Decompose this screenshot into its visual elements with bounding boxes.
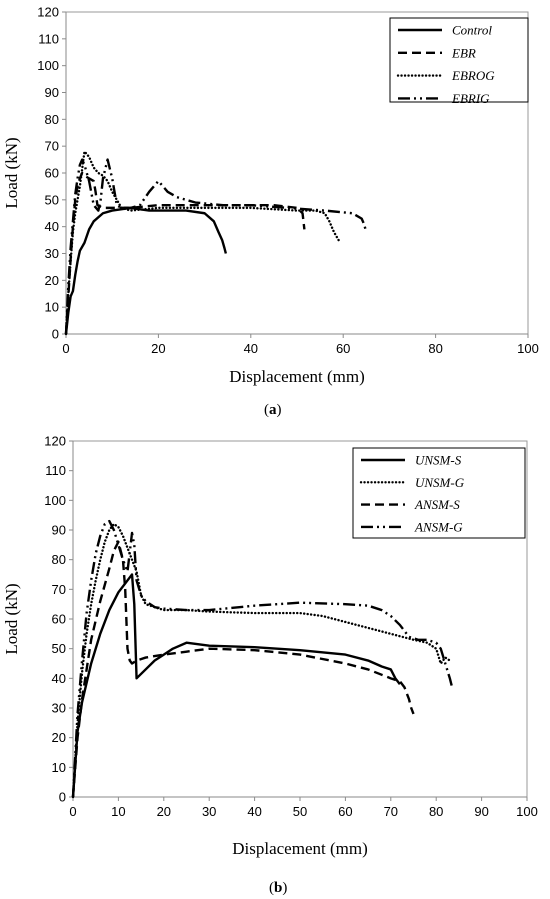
- x-tick-label: 10: [111, 804, 125, 819]
- panel-caption: (a): [264, 402, 282, 418]
- y-tick-label: 10: [52, 760, 66, 775]
- y-tick-label: 60: [52, 612, 66, 627]
- caption-letter: a: [269, 402, 277, 418]
- series-line-ebr: [64, 171, 306, 335]
- x-tick-label: 0: [69, 804, 76, 819]
- y-tick-label: 100: [44, 493, 66, 508]
- y-tick-label: 50: [45, 192, 59, 207]
- legend-label-unsm-g: UNSM-G: [415, 475, 465, 490]
- legend-label-ebrig: EBRIG: [451, 91, 490, 106]
- legend-label-ansm-s: ANSM-S: [414, 497, 460, 512]
- y-tick-label: 90: [52, 523, 66, 538]
- panel-caption: (b): [269, 880, 287, 896]
- y-tick-label: 40: [52, 671, 66, 686]
- series-line-ansm-s: [71, 540, 415, 798]
- y-tick-label: 120: [44, 434, 66, 449]
- x-tick-label: 30: [202, 804, 216, 819]
- x-tick-label: 20: [151, 341, 165, 356]
- x-tick-label: 60: [338, 804, 352, 819]
- x-tick-label: 50: [293, 804, 307, 819]
- chart-panel-b: 0 10 20 30 40 50 60 70 80 90 100 110 120 0 10 20 30 40 50 6…: [2, 434, 538, 897]
- y-tick-label: 50: [52, 641, 66, 656]
- legend-label-ebrog: EBROG: [451, 68, 495, 83]
- caption-open-paren: (: [269, 880, 274, 896]
- y-tick-label: 0: [59, 790, 66, 805]
- legend-box: [389, 17, 529, 103]
- x-tick-label: 40: [244, 341, 258, 356]
- series-line-unsm-g: [71, 522, 452, 799]
- legend-label-ansm-g: ANSM-G: [414, 519, 463, 534]
- legend: Control EBR EBROG EBRIG: [389, 17, 529, 106]
- x-tick-label: 100: [517, 341, 539, 356]
- y-tick-label: 60: [45, 166, 59, 181]
- x-tick-label: 0: [62, 341, 69, 356]
- y-tick-label: 110: [38, 31, 59, 46]
- y-tick-label: 110: [45, 463, 66, 478]
- x-axis-title: Displacement (mm): [229, 367, 365, 386]
- x-axis-title: Displacement (mm): [232, 839, 368, 858]
- y-tick-label: 10: [45, 300, 59, 315]
- series-line-ebrog: [64, 150, 340, 336]
- x-tick-label: 80: [428, 341, 442, 356]
- legend: UNSM-S UNSM-G ANSM-S ANSM-G: [352, 447, 526, 539]
- x-tick-label: 70: [384, 804, 398, 819]
- chart-panel-a: 0 10 20 30 40 50 60 70 80 90 100 110 120 0 20 40 60 80 100…: [2, 5, 539, 419]
- y-tick-label: 0: [52, 327, 59, 342]
- y-tick-label: 120: [37, 5, 59, 20]
- legend-label-unsm-s: UNSM-S: [415, 453, 462, 468]
- y-tick-label: 40: [45, 219, 59, 234]
- caption-letter: b: [274, 880, 282, 896]
- caption-close-paren: ): [277, 402, 282, 418]
- x-tick-label: 80: [429, 804, 443, 819]
- series-line-ansm-g: [71, 519, 454, 798]
- y-tick-label: 80: [45, 112, 59, 127]
- legend-label-ebr: EBR: [451, 45, 476, 60]
- x-tick-label: 100: [516, 804, 538, 819]
- caption-open-paren: (: [264, 402, 269, 418]
- x-tick-label: 20: [157, 804, 171, 819]
- x-tick-label: 90: [474, 804, 488, 819]
- x-tick-label: 60: [336, 341, 350, 356]
- x-tick-label: 40: [247, 804, 261, 819]
- y-tick-label: 30: [45, 246, 59, 261]
- y-tick-label: 70: [45, 139, 59, 154]
- y-tick-label: 90: [45, 85, 59, 100]
- series-line-control: [64, 206, 228, 335]
- legend-box: [352, 447, 526, 539]
- series-line-ebrig: [64, 158, 368, 335]
- y-axis-title: Load (kN): [2, 137, 21, 208]
- y-tick-label: 70: [52, 582, 66, 597]
- series-line-unsm-s: [71, 573, 401, 798]
- y-tick-label: 80: [52, 552, 66, 567]
- caption-close-paren: ): [282, 880, 287, 896]
- y-axis-title: Load (kN): [2, 583, 21, 654]
- legend-label-control: Control: [452, 23, 492, 38]
- y-tick-label: 20: [45, 273, 59, 288]
- y-tick-label: 20: [52, 730, 66, 745]
- y-tick-label: 30: [52, 701, 66, 716]
- y-tick-label: 100: [37, 58, 59, 73]
